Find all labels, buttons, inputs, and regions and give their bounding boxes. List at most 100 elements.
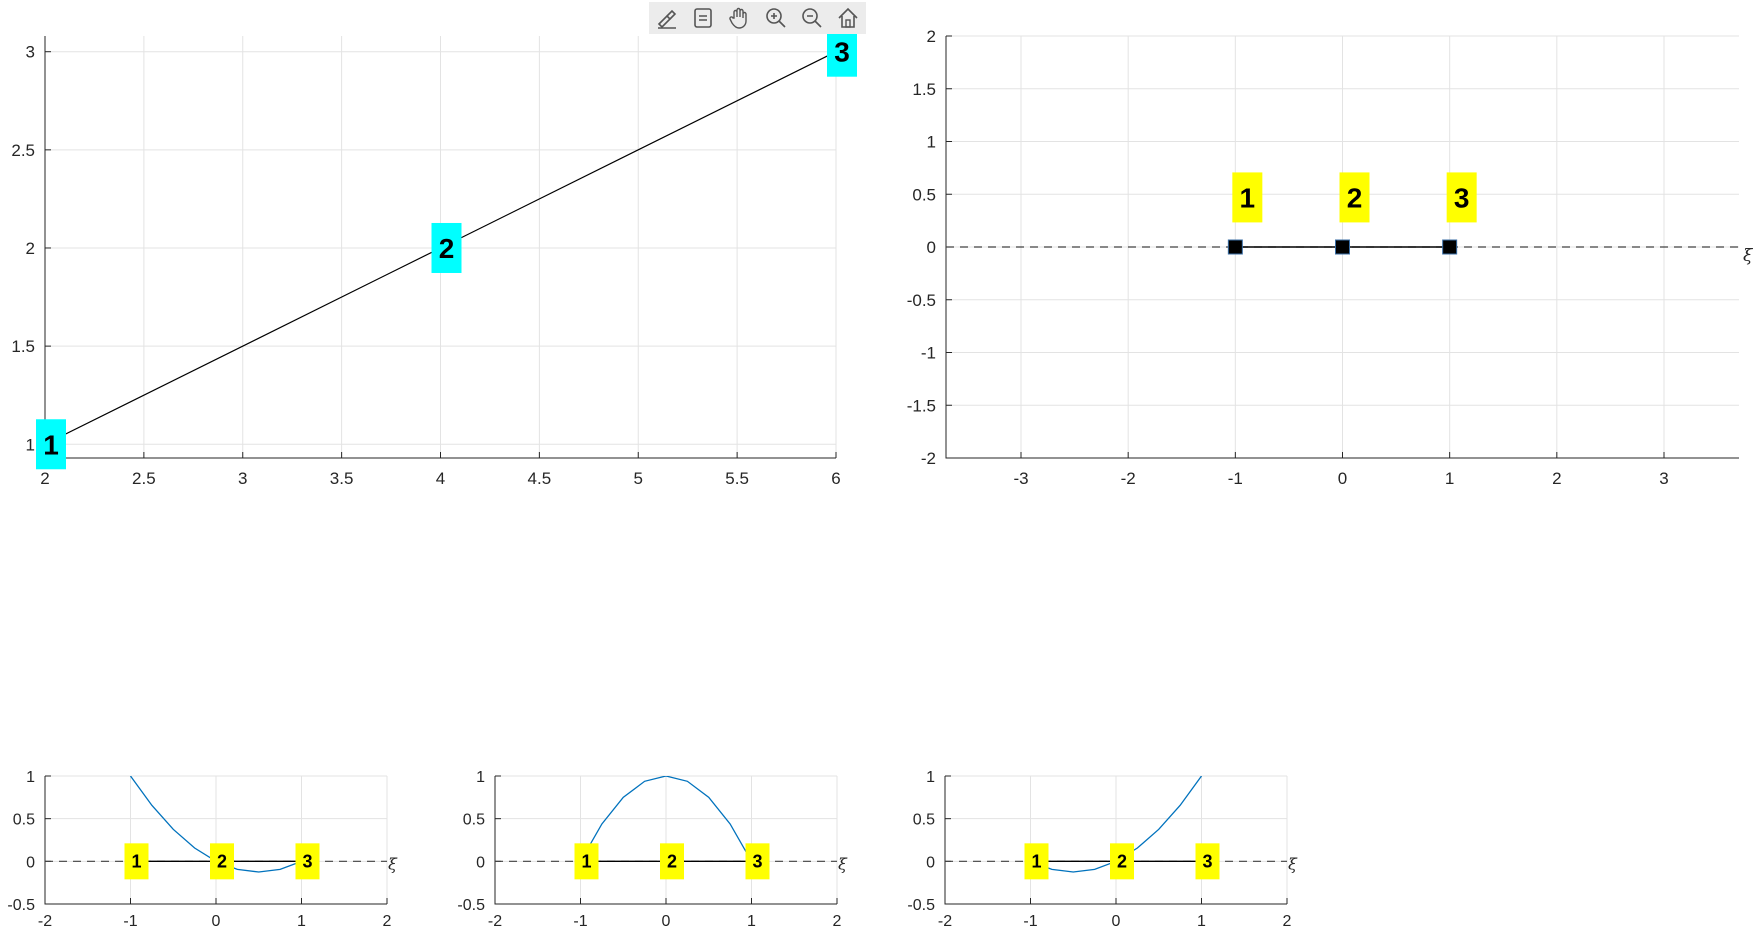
y-tick-label: 0 [926,854,935,871]
y-tick-label: 2.5 [11,141,35,160]
node-label-box [210,843,234,880]
x-tick-label: -1 [123,913,137,930]
node-label: 1 [1031,851,1041,871]
x-tick-label: 2 [1552,469,1561,488]
node-label: 2 [667,851,677,871]
y-tick-label: 0 [26,854,35,871]
datatip-icon[interactable] [689,4,717,32]
pan-hand-icon[interactable] [725,4,753,32]
x-tick-label: 1 [1445,469,1454,488]
x-tick-label: 0 [1338,469,1347,488]
xi-axis-label: ξ [1743,246,1754,266]
x-tick-label: -1 [1228,469,1243,488]
x-tick-label: 4 [436,469,445,488]
node-label: 2 [439,233,455,264]
node-label: 2 [217,851,227,871]
axes-toolbar [649,2,866,34]
node-label-box [1024,843,1049,880]
node-label-box [1339,172,1370,223]
x-tick-label: 1 [747,913,756,930]
x-tick-label: -3 [1013,469,1028,488]
x-tick-label: 3 [1659,469,1668,488]
node-label: 3 [834,37,850,68]
y-tick-label: 0 [476,854,485,871]
node-label-box [745,843,770,880]
x-tick-label: -2 [938,913,952,930]
node-label: 1 [43,429,59,460]
node-label: 3 [1454,182,1470,213]
y-tick-label: 1 [926,769,935,786]
x-tick-label: 2 [383,913,392,930]
x-tick-label: -2 [38,913,52,930]
x-tick-label: 2 [40,469,49,488]
node-label-box [1446,172,1477,223]
node-marker [1335,239,1350,255]
y-tick-label: 1.5 [912,80,936,99]
node-label: 1 [581,851,591,871]
x-tick-label: 0 [1112,913,1121,930]
x-tick-label: 2 [1283,913,1292,930]
node-label: 2 [1347,182,1363,213]
y-tick-label: -2 [921,449,936,468]
x-tick-label: 2 [833,913,842,930]
x-tick-label: 3.5 [330,469,354,488]
node-label-box [1232,172,1263,223]
chart-5: -2 -1 0 1 2 -0.5 0 0.5 1 ξ 1 2 3 [907,769,1298,930]
y-tick-label: 0.5 [912,185,936,204]
node-label: 3 [752,851,762,871]
x-tick-label: -1 [573,913,587,930]
x-tick-label: 4.5 [528,469,552,488]
home-icon[interactable] [834,4,862,32]
x-tick-label: 5 [634,469,643,488]
y-tick-label: 1 [927,133,936,152]
node-marker [1227,239,1243,255]
y-tick-label: -0.5 [457,897,485,914]
y-tick-label: 1 [26,435,35,454]
node-label-box [574,843,599,880]
node-label-box [295,843,320,880]
x-tick-label: 6 [831,469,840,488]
y-tick-label: 0.5 [13,812,35,829]
y-tick-label: 1 [476,769,485,786]
node-label: 1 [131,851,141,871]
xi-axis-label: ξ [1288,854,1298,873]
x-tick-label: -1 [1023,913,1037,930]
node-label: 3 [1202,851,1212,871]
y-tick-label: 1.5 [11,337,35,356]
zoom-out-icon[interactable] [798,4,826,32]
node-label-box [431,222,462,273]
y-tick-label: 1 [26,769,35,786]
brush-icon[interactable] [653,4,681,32]
node-marker [1442,239,1458,255]
node-label-box [827,26,857,77]
y-tick-label: -0.5 [7,897,35,914]
y-tick-label: 3 [26,43,35,62]
y-tick-label: -0.5 [907,291,936,310]
node-label-box [124,843,149,880]
y-tick-label: -1.5 [907,396,936,415]
node-label-box [1110,843,1134,880]
x-tick-label: 1 [297,913,306,930]
x-tick-label: 5.5 [725,469,749,488]
y-tick-label: -0.5 [907,897,935,914]
chart-2: -3 -2 -1 0 1 2 3 -2 -1.5 -1 -0.5 0 0.5 1 1.5 2 ξ 1 2 3 [907,27,1754,488]
y-tick-label: 2 [927,27,936,46]
node-label-box [36,419,66,470]
xi-axis-label: ξ [388,854,398,873]
chart-4: -2 -1 0 1 2 -0.5 0 0.5 1 ξ 1 2 3 [457,769,848,930]
node-label: 1 [1240,182,1256,213]
shape-function-curve [579,776,753,862]
y-tick-label: 0.5 [913,812,935,829]
zoom-in-icon[interactable] [762,4,790,32]
xi-axis-label: ξ [838,854,848,873]
y-tick-label: 0 [927,238,936,257]
x-tick-label: 3 [238,469,247,488]
y-tick-label: 0.5 [463,812,485,829]
x-tick-label: -2 [488,913,502,930]
x-tick-label: -2 [1121,469,1136,488]
x-tick-label: 0 [212,913,221,930]
chart-3: -2 -1 0 1 2 -0.5 0 0.5 1 ξ 1 2 3 [7,769,398,930]
node-label: 2 [1117,851,1127,871]
